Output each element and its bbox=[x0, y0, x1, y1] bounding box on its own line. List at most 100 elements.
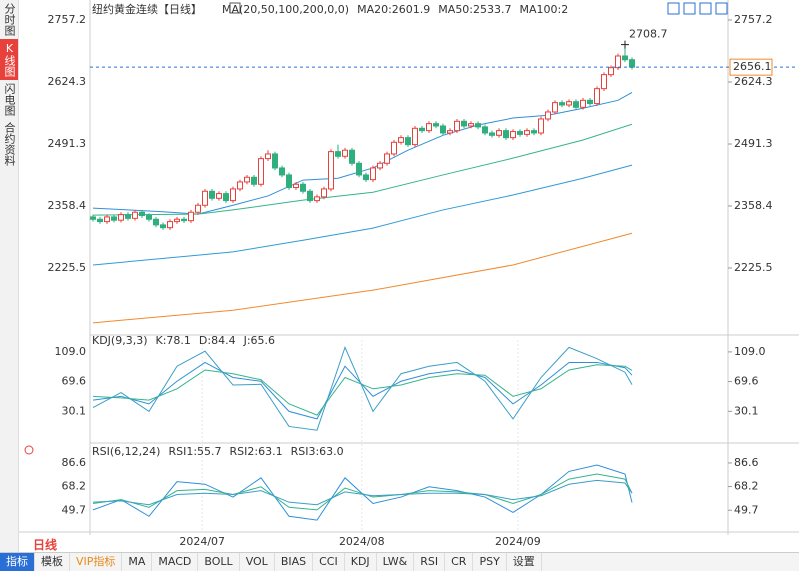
ma-icon bbox=[229, 2, 241, 14]
candle-body bbox=[440, 125, 446, 134]
bottom-tab[interactable]: CR bbox=[445, 553, 474, 571]
candle-body bbox=[517, 131, 523, 135]
candle-body bbox=[307, 190, 313, 202]
tool-icon[interactable] bbox=[667, 2, 680, 15]
candle-body bbox=[370, 167, 376, 181]
candle-body bbox=[146, 215, 152, 220]
candle-body bbox=[349, 149, 355, 164]
chart: 2225.5 2225.5 2358.4 2358.4 2491.3 2491.3 2624… bbox=[18, 0, 799, 548]
candle-body bbox=[419, 127, 425, 132]
candle-body bbox=[300, 183, 306, 192]
settings-icon[interactable] bbox=[24, 445, 34, 455]
tool-icon[interactable] bbox=[683, 2, 696, 15]
bottom-tab[interactable]: BIAS bbox=[275, 553, 314, 571]
candle-body bbox=[258, 158, 264, 185]
legend-entry: MA50:2533.7 bbox=[438, 3, 511, 16]
bottom-tab[interactable]: MACD bbox=[152, 553, 199, 571]
bottom-tab[interactable]: 指标 bbox=[0, 553, 35, 571]
bottom-tab[interactable]: VIP指标 bbox=[70, 553, 123, 571]
bottom-tab[interactable]: 设置 bbox=[507, 553, 542, 571]
candle-body bbox=[265, 153, 271, 160]
indicator-line bbox=[92, 464, 633, 521]
bottom-tab[interactable]: KDJ bbox=[345, 553, 377, 571]
x-tick-label: 2024/09 bbox=[495, 535, 541, 548]
candle-body bbox=[209, 190, 215, 199]
candle-body bbox=[342, 149, 348, 157]
candle-body bbox=[223, 193, 229, 202]
legend-entry: K:78.1 bbox=[156, 334, 191, 347]
candle-body bbox=[384, 153, 390, 164]
tool-icon[interactable] bbox=[715, 2, 728, 15]
candle-body bbox=[594, 88, 600, 105]
bottom-tab[interactable]: LW& bbox=[377, 553, 415, 571]
y-tick-label: 49.7 bbox=[62, 503, 87, 516]
y-tick-label: 69.6 bbox=[62, 375, 87, 388]
tool-icon[interactable] bbox=[699, 2, 712, 15]
side-tab[interactable]: K线图 bbox=[0, 39, 18, 80]
candle-body bbox=[160, 224, 166, 229]
y-tick-label: 68.2 bbox=[734, 480, 759, 493]
y-tick-label: 2624.3 bbox=[734, 75, 773, 88]
bottom-tab[interactable]: PSY bbox=[473, 553, 507, 571]
candle-body bbox=[314, 196, 320, 202]
indicator-line bbox=[92, 91, 633, 215]
candle-body bbox=[321, 188, 327, 198]
side-tab[interactable]: 合约资料 bbox=[3, 122, 16, 166]
candle-body bbox=[104, 216, 110, 223]
indicator-line bbox=[92, 164, 633, 266]
candle-body bbox=[335, 151, 341, 157]
legend-entry: RSI3:63.0 bbox=[291, 445, 344, 458]
candle-body bbox=[454, 120, 460, 132]
candle-body bbox=[559, 102, 565, 106]
bottom-tab[interactable]: RSI bbox=[414, 553, 446, 571]
y-tick-label: 86.6 bbox=[62, 456, 87, 469]
y-tick-label: 2491.3 bbox=[48, 137, 87, 150]
candle-body bbox=[461, 120, 467, 127]
candle-body bbox=[405, 137, 411, 146]
candle-body bbox=[195, 204, 201, 213]
y-tick-label: 2358.4 bbox=[734, 199, 773, 212]
candle-body bbox=[181, 218, 187, 222]
bottom-tab[interactable]: CCI bbox=[313, 553, 345, 571]
candle-body bbox=[293, 183, 299, 189]
bottom-tab[interactable]: BOLL bbox=[198, 553, 240, 571]
side-tab[interactable]: 分时图 bbox=[3, 3, 16, 36]
candle-body bbox=[524, 130, 530, 135]
y-tick-label: 109.0 bbox=[734, 345, 766, 358]
indicator-label: KDJ(9,3,3) bbox=[92, 334, 148, 347]
candle-body bbox=[580, 99, 586, 108]
candle-body bbox=[545, 111, 551, 120]
candle-body bbox=[139, 211, 145, 217]
bottom-tab[interactable]: MA bbox=[122, 553, 153, 571]
candle-body bbox=[482, 126, 488, 134]
y-tick-label: 2358.4 bbox=[48, 199, 87, 212]
candle-body bbox=[503, 130, 509, 139]
candle-body bbox=[468, 123, 474, 127]
bottom-tab[interactable]: 模板 bbox=[35, 553, 70, 571]
legend-entry: D:84.4 bbox=[199, 334, 236, 347]
candle-body bbox=[174, 218, 180, 223]
side-tab[interactable]: 闪电图 bbox=[3, 83, 16, 116]
high-label: 2708.7 bbox=[629, 28, 668, 41]
candle-body bbox=[202, 190, 208, 206]
indicator-line bbox=[92, 479, 633, 506]
candle-body bbox=[97, 218, 103, 223]
y-tick-label: 69.6 bbox=[734, 375, 759, 388]
indicator-line bbox=[92, 345, 633, 431]
bottom-tab[interactable]: VOL bbox=[240, 553, 275, 571]
candle-body bbox=[286, 174, 292, 189]
period-tag: 【日线】 bbox=[158, 2, 202, 16]
candle-body bbox=[496, 130, 502, 136]
candle-body bbox=[279, 167, 285, 176]
legend-entry: RSI1:55.7 bbox=[168, 445, 221, 458]
period-selector[interactable]: 日线 bbox=[33, 538, 58, 552]
candle-body bbox=[111, 216, 117, 221]
candle-body bbox=[363, 174, 369, 181]
legend-entry: J:65.6 bbox=[243, 334, 275, 347]
last-price-box bbox=[729, 58, 773, 76]
y-tick-label: 2757.2 bbox=[48, 13, 87, 26]
candle-body bbox=[601, 74, 607, 90]
y-tick-label: 49.7 bbox=[734, 503, 759, 516]
candle-body bbox=[153, 218, 159, 226]
candle-body bbox=[90, 216, 96, 220]
